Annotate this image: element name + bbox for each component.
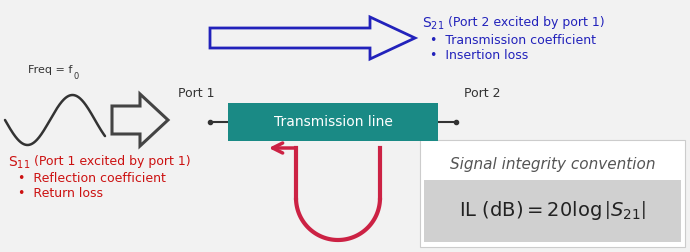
Text: (Port 1 excited by port 1): (Port 1 excited by port 1) bbox=[34, 155, 190, 168]
FancyBboxPatch shape bbox=[228, 103, 438, 141]
Text: $\mathrm{S}_{21}$: $\mathrm{S}_{21}$ bbox=[422, 16, 444, 33]
FancyBboxPatch shape bbox=[424, 180, 681, 242]
Text: •  Insertion loss: • Insertion loss bbox=[430, 49, 529, 62]
Text: Port 2: Port 2 bbox=[464, 87, 500, 100]
Text: Port 1: Port 1 bbox=[178, 87, 215, 100]
Text: •  Transmission coefficient: • Transmission coefficient bbox=[430, 34, 596, 47]
Text: Freq = f: Freq = f bbox=[28, 65, 72, 75]
Text: (Port 2 excited by port 1): (Port 2 excited by port 1) bbox=[448, 16, 604, 29]
Text: •  Return loss: • Return loss bbox=[18, 187, 103, 200]
FancyBboxPatch shape bbox=[420, 140, 685, 247]
Text: •  Reflection coefficient: • Reflection coefficient bbox=[18, 172, 166, 185]
Text: Transmission line: Transmission line bbox=[273, 115, 393, 129]
Text: $\mathrm{IL\ (dB)} = 20\log\left|S_{21}\right|$: $\mathrm{IL\ (dB)} = 20\log\left|S_{21}\… bbox=[459, 200, 646, 223]
Text: $\mathrm{S}_{11}$: $\mathrm{S}_{11}$ bbox=[8, 155, 30, 171]
Text: 0: 0 bbox=[74, 72, 79, 81]
Text: Signal integrity convention: Signal integrity convention bbox=[450, 156, 656, 172]
